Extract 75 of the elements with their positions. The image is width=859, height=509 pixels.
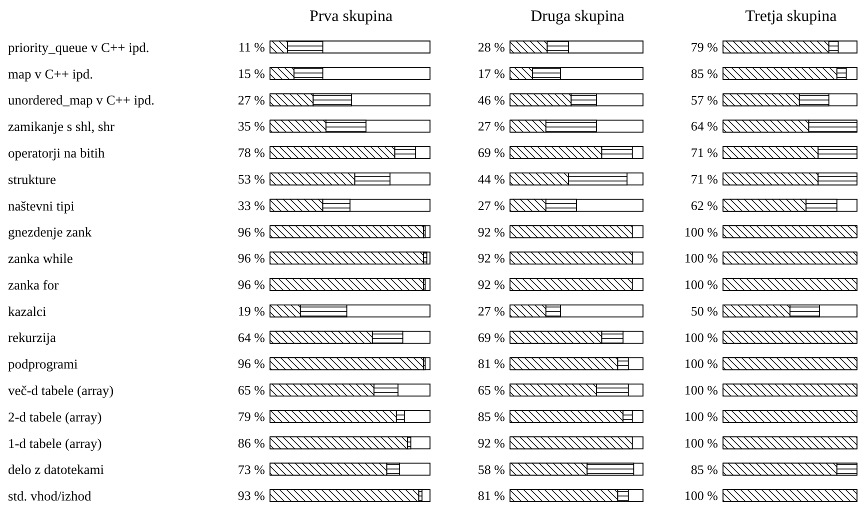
y-tick-label: 1-d tabele (array)	[8, 436, 102, 451]
data-label: 93 %	[238, 488, 266, 504]
y-tick-label: gnezdenje zank	[8, 224, 92, 240]
data-label: 100 %	[684, 224, 718, 240]
data-label: 17 %	[478, 66, 506, 81]
y-tick-label: kazalci	[8, 304, 46, 319]
data-label: 85 %	[690, 462, 718, 477]
data-label: 27 %	[478, 198, 506, 213]
data-label: 69 %	[478, 330, 506, 345]
data-label: 65 %	[238, 382, 266, 398]
y-tick-label: strukture	[8, 172, 56, 187]
data-label: 81 %	[478, 488, 506, 504]
y-tick-label: zanka for	[8, 277, 60, 292]
data-label: 100 %	[684, 382, 718, 398]
data-label: 85 %	[478, 408, 506, 424]
chart-title: Druga skupina	[530, 8, 626, 26]
y-tick-label: rekurzija	[8, 330, 56, 346]
data-label: 96 %	[238, 250, 266, 266]
y-tick-label: podprogrami	[8, 356, 78, 372]
data-label: 96 %	[238, 277, 266, 292]
data-label: 100 %	[684, 330, 718, 345]
data-label: 27 %	[238, 92, 266, 108]
y-tick-label: unordered_map v C++ ipd.	[8, 92, 154, 108]
data-label: 100 %	[684, 488, 718, 504]
data-label: 92 %	[478, 277, 506, 292]
data-label: 79 %	[238, 408, 266, 424]
data-label: 100 %	[684, 435, 718, 450]
data-label: 100 %	[684, 277, 718, 292]
data-label: 79 %	[690, 40, 718, 55]
data-label: 15 %	[238, 66, 266, 81]
data-label: 100 %	[684, 250, 718, 266]
data-label: 64 %	[690, 118, 718, 134]
chart-title: Prva skupina	[308, 8, 394, 26]
data-label: 85 %	[690, 66, 718, 81]
y-tick-label: delo z datotekami	[8, 462, 104, 478]
data-label: 53 %	[238, 171, 266, 186]
y-tick-label: zanka while	[8, 251, 73, 266]
data-label: 96 %	[238, 224, 266, 240]
y-tick-label: 2-d tabele (array)	[8, 409, 102, 424]
data-label: 96 %	[238, 356, 266, 372]
data-label: 19 %	[238, 303, 266, 318]
data-label: 100 %	[684, 356, 718, 372]
y-tick-label: naštevni tipi	[8, 198, 75, 214]
data-label: 65 %	[478, 382, 506, 398]
data-label: 28 %	[478, 40, 506, 55]
data-label: 92 %	[478, 250, 506, 266]
data-label: 27 %	[478, 303, 506, 318]
data-label: 71 %	[690, 145, 718, 160]
data-label: 44 %	[478, 171, 506, 186]
data-label: 73 %	[238, 462, 266, 477]
data-label: 33 %	[238, 198, 266, 213]
data-label: 50 %	[690, 303, 718, 318]
data-label: 81 %	[478, 356, 506, 372]
data-label: 71 %	[690, 171, 718, 186]
data-label: 69 %	[478, 145, 506, 160]
data-label: 57 %	[690, 92, 718, 108]
data-label: 46 %	[478, 92, 506, 108]
y-tick-label: operatorji na bitih	[8, 145, 105, 160]
y-tick-label: map v C++ ipd.	[8, 66, 93, 82]
data-label: 27 %	[478, 118, 506, 134]
y-tick-label: zamikanje s shl, shr	[8, 119, 115, 134]
data-label: 35 %	[238, 118, 266, 134]
data-label: 11 %	[238, 40, 266, 55]
y-tick-label: priority_queue v C++ ipd.	[8, 40, 150, 55]
data-label: 92 %	[478, 224, 506, 240]
data-label: 62 %	[690, 198, 718, 213]
data-label: 100 %	[684, 408, 718, 424]
data-label: 58 %	[478, 462, 506, 477]
data-label: 86 %	[238, 435, 266, 450]
data-label: 78 %	[238, 145, 266, 160]
y-tick-label: std. vhod/izhod	[8, 488, 92, 504]
data-label: 64 %	[238, 330, 266, 345]
data-label: 92 %	[478, 435, 506, 450]
y-tick-label: več-d tabele (array)	[8, 382, 114, 398]
chart-title: Tretja skupina	[744, 8, 838, 26]
